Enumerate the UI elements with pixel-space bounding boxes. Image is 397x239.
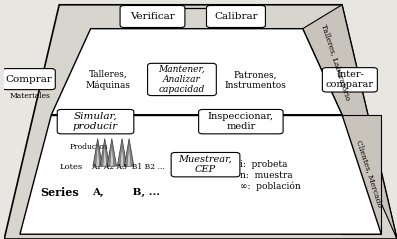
FancyBboxPatch shape [322,68,378,92]
FancyBboxPatch shape [2,69,55,90]
Text: Muestrear,
CEP: Muestrear, CEP [179,155,232,174]
FancyBboxPatch shape [120,5,185,27]
Polygon shape [303,5,397,239]
Polygon shape [120,141,124,166]
Polygon shape [118,139,127,166]
Text: Inter-
comparar: Inter- comparar [326,70,374,89]
Text: Productos: Productos [69,143,108,151]
Polygon shape [93,139,102,166]
FancyBboxPatch shape [148,63,216,96]
Text: Materiales: Materiales [9,92,50,100]
FancyBboxPatch shape [206,5,266,27]
Text: Calibrar: Calibrar [214,12,258,21]
Polygon shape [96,141,100,166]
Text: Verificar: Verificar [130,12,175,21]
Polygon shape [110,141,114,166]
Polygon shape [127,141,131,166]
Polygon shape [103,141,107,166]
Text: Talleres,
Máquinas: Talleres, Máquinas [86,70,131,90]
Polygon shape [20,115,381,234]
Text: i:  probeta
n:  muestra
∞:  población: i: probeta n: muestra ∞: población [240,160,301,191]
Text: A1 A2 A3  B1 B2 ...: A1 A2 A3 B1 B2 ... [91,163,165,171]
Text: Lotes: Lotes [60,163,83,171]
Polygon shape [342,115,381,234]
Polygon shape [124,139,134,166]
Polygon shape [51,29,342,115]
Text: Inspeccionar,
medir: Inspeccionar, medir [208,112,274,131]
FancyBboxPatch shape [57,109,134,134]
Text: Talleres, Laboratorio: Talleres, Laboratorio [320,23,352,101]
FancyBboxPatch shape [171,152,240,177]
Polygon shape [107,139,117,166]
Polygon shape [4,5,397,239]
Text: Simular,
producir: Simular, producir [73,112,118,131]
Polygon shape [100,139,110,166]
Text: Mantener,
Analizar
capacidad: Mantener, Analizar capacidad [159,65,205,94]
FancyBboxPatch shape [198,109,283,134]
Text: Clientes, Mercado: Clientes, Mercado [355,139,384,208]
Text: Patrones,
Instrumentos: Patrones, Instrumentos [225,70,287,90]
Text: Series: Series [40,187,79,198]
Text: Comprar: Comprar [5,75,52,84]
Text: A,        B, ...: A, B, ... [92,188,160,197]
